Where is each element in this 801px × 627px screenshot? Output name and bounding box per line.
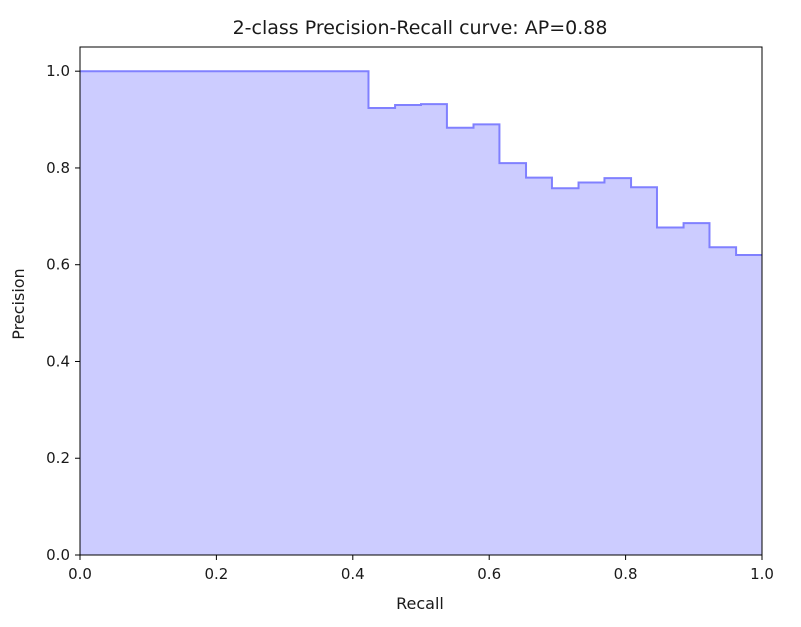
- y-axis: 0.0 0.2 0.4 0.6 0.8 1.0: [46, 62, 80, 564]
- y-tick-label: 0.0: [46, 546, 70, 564]
- y-tick-label: 0.2: [46, 449, 70, 467]
- x-tick-label: 0.0: [68, 565, 92, 583]
- plot-frame: [79, 46, 763, 556]
- chart-title: 2-class Precision-Recall curve: AP=0.88: [233, 17, 608, 39]
- y-axis-label: Precision: [9, 268, 28, 339]
- plot-area: [79, 46, 763, 556]
- y-tick-label: 0.6: [46, 256, 70, 274]
- x-axis: 0.0 0.2 0.4 0.6 0.8 1.0: [68, 555, 774, 583]
- pr-curve-fill: [80, 71, 762, 555]
- x-tick-label: 0.2: [204, 565, 228, 583]
- pr-curve-line: [80, 70, 762, 257]
- x-tick-label: 1.0: [750, 565, 774, 583]
- y-tick-label: 0.8: [46, 159, 70, 177]
- x-tick-label: 0.6: [477, 565, 501, 583]
- y-tick-label: 0.4: [46, 352, 70, 370]
- y-tick-label: 1.0: [46, 62, 70, 80]
- x-tick-label: 0.4: [341, 565, 365, 583]
- x-tick-label: 0.8: [614, 565, 638, 583]
- x-axis-label: Recall: [396, 594, 444, 613]
